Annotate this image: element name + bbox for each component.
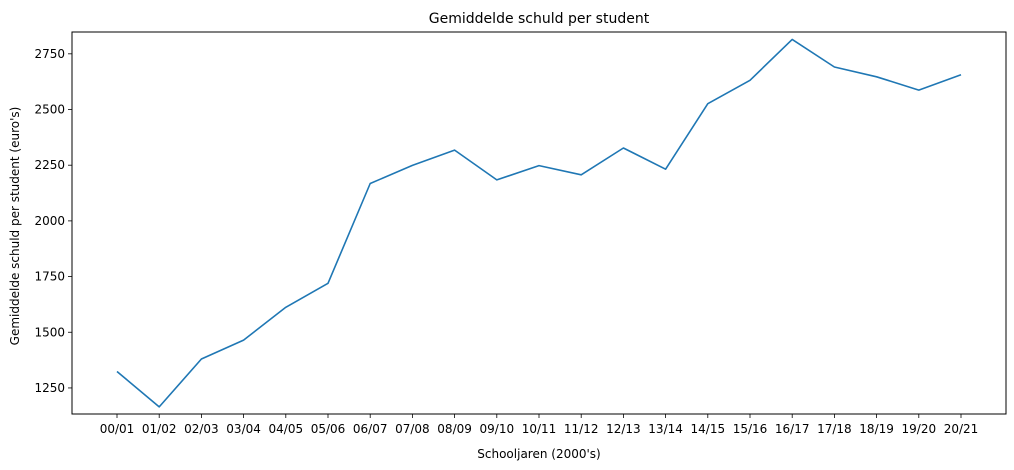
x-tick-label: 12/13	[606, 422, 641, 436]
y-tick-label: 2000	[34, 214, 65, 228]
x-tick-label: 04/05	[269, 422, 304, 436]
y-tick-label: 2500	[34, 103, 65, 117]
x-axis-label: Schooljaren (2000's)	[477, 447, 600, 461]
y-tick-label: 1500	[34, 325, 65, 339]
series-group	[116, 38, 962, 408]
x-tick-label: 19/20	[902, 422, 937, 436]
x-tick-label: 03/04	[226, 422, 261, 436]
x-tick-label: 15/16	[733, 422, 768, 436]
y-axis-ticks: 1250 1500 1750 2000 2250 2500 2750	[34, 47, 72, 395]
chart-title: Gemiddelde schuld per student	[429, 11, 650, 27]
x-tick-label: 01/02	[142, 422, 177, 436]
x-tick-label: 18/19	[859, 422, 894, 436]
y-tick-label: 2250	[34, 158, 65, 172]
series-line	[116, 38, 962, 408]
plot-area-frame	[71, 31, 1007, 415]
x-tick-label: 02/03	[184, 422, 219, 436]
x-tick-label: 20/21	[944, 422, 979, 436]
x-tick-label: 00/01	[100, 422, 135, 436]
y-axis-label: Gemiddelde schuld per student (euro's)	[8, 107, 22, 346]
x-tick-label: 05/06	[311, 422, 346, 436]
x-tick-label: 09/10	[480, 422, 515, 436]
x-axis-ticks: 00/01 01/02 02/03 03/04 04/05 05/06 06/07 07/08…	[100, 414, 979, 436]
x-tick-label: 17/18	[817, 422, 852, 436]
x-tick-label: 16/17	[775, 422, 810, 436]
x-tick-label: 13/14	[648, 422, 683, 436]
y-tick-label: 2750	[34, 47, 65, 61]
x-tick-label: 10/11	[522, 422, 557, 436]
x-tick-label: 11/12	[564, 422, 599, 436]
x-tick-label: 06/07	[353, 422, 388, 436]
x-tick-label: 08/09	[437, 422, 472, 436]
x-tick-label: 07/08	[395, 422, 430, 436]
y-tick-label: 1750	[34, 270, 65, 284]
x-tick-label: 14/15	[691, 422, 726, 436]
y-tick-label: 1250	[34, 381, 65, 395]
